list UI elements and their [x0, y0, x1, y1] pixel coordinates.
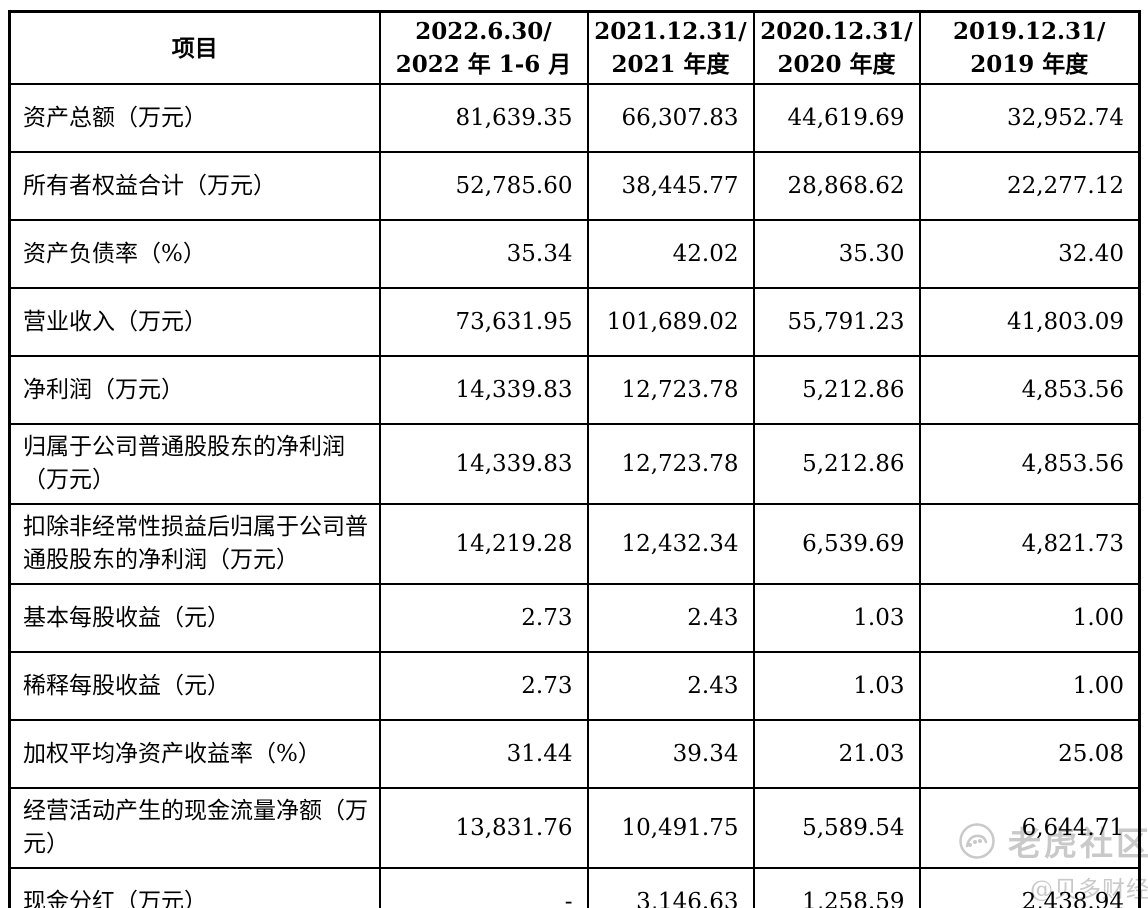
value-cell: 12,432.34: [586, 503, 755, 585]
table-row: 经营活动产生的现金流量净额（万元） 13,831.76 10,491.75 5,589…: [8, 787, 1141, 869]
table-row: 基本每股收益（元） 2.73 2.43 1.03 1.00: [8, 583, 1141, 653]
financial-summary-table: 项目 2022.6.30/ 2022 年 1-6 月 2021.12.31/ 2…: [8, 10, 1141, 908]
row-label: 基本每股收益（元）: [8, 583, 381, 653]
value-cell: 101,689.02: [586, 287, 755, 357]
value-cell: 2.43: [586, 651, 755, 721]
table-row: 加权平均净资产收益率（%） 31.44 39.34 21.03 25.08: [8, 719, 1141, 789]
row-label: 所有者权益合计（万元）: [8, 151, 381, 221]
table-row: 现金分红（万元） -3,146.63 1,258.59 2,438.94: [8, 867, 1141, 908]
value-cell: 1.03: [752, 583, 921, 653]
value-cell: 12,723.78: [586, 355, 755, 425]
table-row: 资产总额（万元） 81,639.35 66,307.83 44,619.69 32,95…: [8, 83, 1141, 153]
value-cell: 4,853.56: [918, 423, 1141, 505]
row-label: 资产负债率（%）: [8, 219, 381, 289]
value-cell: 39.34: [586, 719, 755, 789]
table-row: 稀释每股收益（元） 2.73 2.43 1.03 1.00: [8, 651, 1141, 721]
value-cell: 6,644.71: [918, 787, 1141, 869]
header-row: 项目 2022.6.30/ 2022 年 1-6 月 2021.12.31/ 2…: [8, 10, 1141, 85]
value-cell: 32,952.74: [918, 83, 1141, 153]
table-row: 归属于公司普通股股东的净利润（万元） 14,339.83 12,723.78 5,21…: [8, 423, 1141, 505]
value-cell: 55,791.23: [752, 287, 921, 357]
column-header-line1: 2019.12.31/: [953, 18, 1106, 45]
value-cell: 1.03: [752, 651, 921, 721]
row-label: 扣除非经常性损益后归属于公司普通股股东的净利润（万元）: [8, 503, 381, 585]
value-cell: 12,723.78: [586, 423, 755, 505]
value-cell: 1,258.59: [752, 867, 921, 908]
row-label: 净利润（万元）: [8, 355, 381, 425]
value-cell: 2.73: [378, 651, 589, 721]
column-header-line1: 2022.6.30/: [415, 18, 552, 45]
column-header-line2: 2020 年度: [777, 51, 896, 78]
table-row: 资产负债率（%） 35.34 42.02 35.30 32.40: [8, 219, 1141, 289]
column-header-line2: 2022 年 1-6 月: [395, 51, 572, 78]
row-label: 营业收入（万元）: [8, 287, 381, 357]
value-cell: 35.30: [752, 219, 921, 289]
value-cell: -: [378, 867, 589, 908]
value-cell: 25.08: [918, 719, 1141, 789]
value-cell: 3,146.63: [586, 867, 755, 908]
row-label: 资产总额（万元）: [8, 83, 381, 153]
value-cell: 1.00: [918, 583, 1141, 653]
column-header-2022: 2022.6.30/ 2022 年 1-6 月: [378, 10, 589, 85]
value-cell: 44,619.69: [752, 83, 921, 153]
value-cell: 4,821.73: [918, 503, 1141, 585]
value-cell: 14,339.83: [378, 423, 589, 505]
value-cell: 52,785.60: [378, 151, 589, 221]
value-cell: 41,803.09: [918, 287, 1141, 357]
value-cell: 10,491.75: [586, 787, 755, 869]
value-cell: 14,339.83: [378, 355, 589, 425]
value-cell: 38,445.77: [586, 151, 755, 221]
value-cell: 1.00: [918, 651, 1141, 721]
value-cell: 28,868.62: [752, 151, 921, 221]
value-cell: 14,219.28: [378, 503, 589, 585]
value-cell: 2.73: [378, 583, 589, 653]
value-cell: 4,853.56: [918, 355, 1141, 425]
table-row: 扣除非经常性损益后归属于公司普通股股东的净利润（万元） 14,219.28 12,4…: [8, 503, 1141, 585]
value-cell: 2,438.94: [918, 867, 1141, 908]
value-cell: 5,589.54: [752, 787, 921, 869]
column-header-2020: 2020.12.31/ 2020 年度: [752, 10, 921, 85]
value-cell: 13,831.76: [378, 787, 589, 869]
value-cell: 22,277.12: [918, 151, 1141, 221]
value-cell: 21.03: [752, 719, 921, 789]
table-row: 所有者权益合计（万元） 52,785.60 38,445.77 28,868.62 22…: [8, 151, 1141, 221]
value-cell: 31.44: [378, 719, 589, 789]
column-header-line2: 2019 年度: [970, 51, 1089, 78]
value-cell: 6,539.69: [752, 503, 921, 585]
column-header-item: 项目: [8, 10, 381, 85]
value-cell: 81,639.35: [378, 83, 589, 153]
row-label: 归属于公司普通股股东的净利润（万元）: [8, 423, 381, 505]
value-cell: 5,212.86: [752, 355, 921, 425]
table-row: 营业收入（万元） 73,631.95 101,689.02 55,791.23 41,8…: [8, 287, 1141, 357]
column-header-2019: 2019.12.31/ 2019 年度: [918, 10, 1141, 85]
value-cell: 42.02: [586, 219, 755, 289]
row-label: 稀释每股收益（元）: [8, 651, 381, 721]
row-label: 经营活动产生的现金流量净额（万元）: [8, 787, 381, 869]
column-header-line1: 2020.12.31/: [760, 18, 913, 45]
row-label: 现金分红（万元）: [8, 867, 381, 908]
column-header-2021: 2021.12.31/ 2021 年度: [586, 10, 755, 85]
value-cell: 73,631.95: [378, 287, 589, 357]
row-label: 加权平均净资产收益率（%）: [8, 719, 381, 789]
value-cell: 66,307.83: [586, 83, 755, 153]
value-cell: 35.34: [378, 219, 589, 289]
value-cell: 2.43: [586, 583, 755, 653]
value-cell: 32.40: [918, 219, 1141, 289]
column-header-line2: 2021 年度: [611, 51, 730, 78]
table-row: 净利润（万元） 14,339.83 12,723.78 5,212.86 4,853.5…: [8, 355, 1141, 425]
column-header-line1: 2021.12.31/: [594, 18, 747, 45]
value-cell: 5,212.86: [752, 423, 921, 505]
